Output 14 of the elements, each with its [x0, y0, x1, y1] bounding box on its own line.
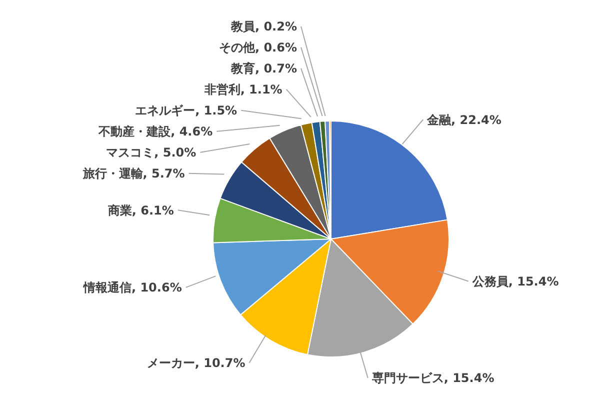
slice-label: その他, 0.6% — [218, 40, 297, 55]
slice-label: 情報通信, 10.6% — [82, 280, 182, 295]
slice-label: 非営利, 1.1% — [203, 82, 282, 97]
slice-label: メーカー, 10.7% — [146, 356, 246, 370]
slice-label: 教育, 0.7% — [230, 62, 297, 76]
slice-label: マスコミ, 5.0% — [106, 146, 196, 160]
slice-label: 旅行・運輸, 5.7% — [82, 166, 185, 181]
slice-label: 公務員, 15.4% — [471, 274, 559, 288]
slice-label: 専門サービス, 15.4% — [370, 371, 494, 386]
slice-label: 商業, 6.1% — [106, 203, 174, 218]
slice-label: エネルギー, 1.5% — [135, 104, 238, 118]
slice-label: 不動産・建設, 4.6% — [98, 124, 213, 139]
slice-label: 教員, 0.2% — [230, 20, 297, 34]
slice-label: 金融, 22.4% — [426, 112, 502, 127]
